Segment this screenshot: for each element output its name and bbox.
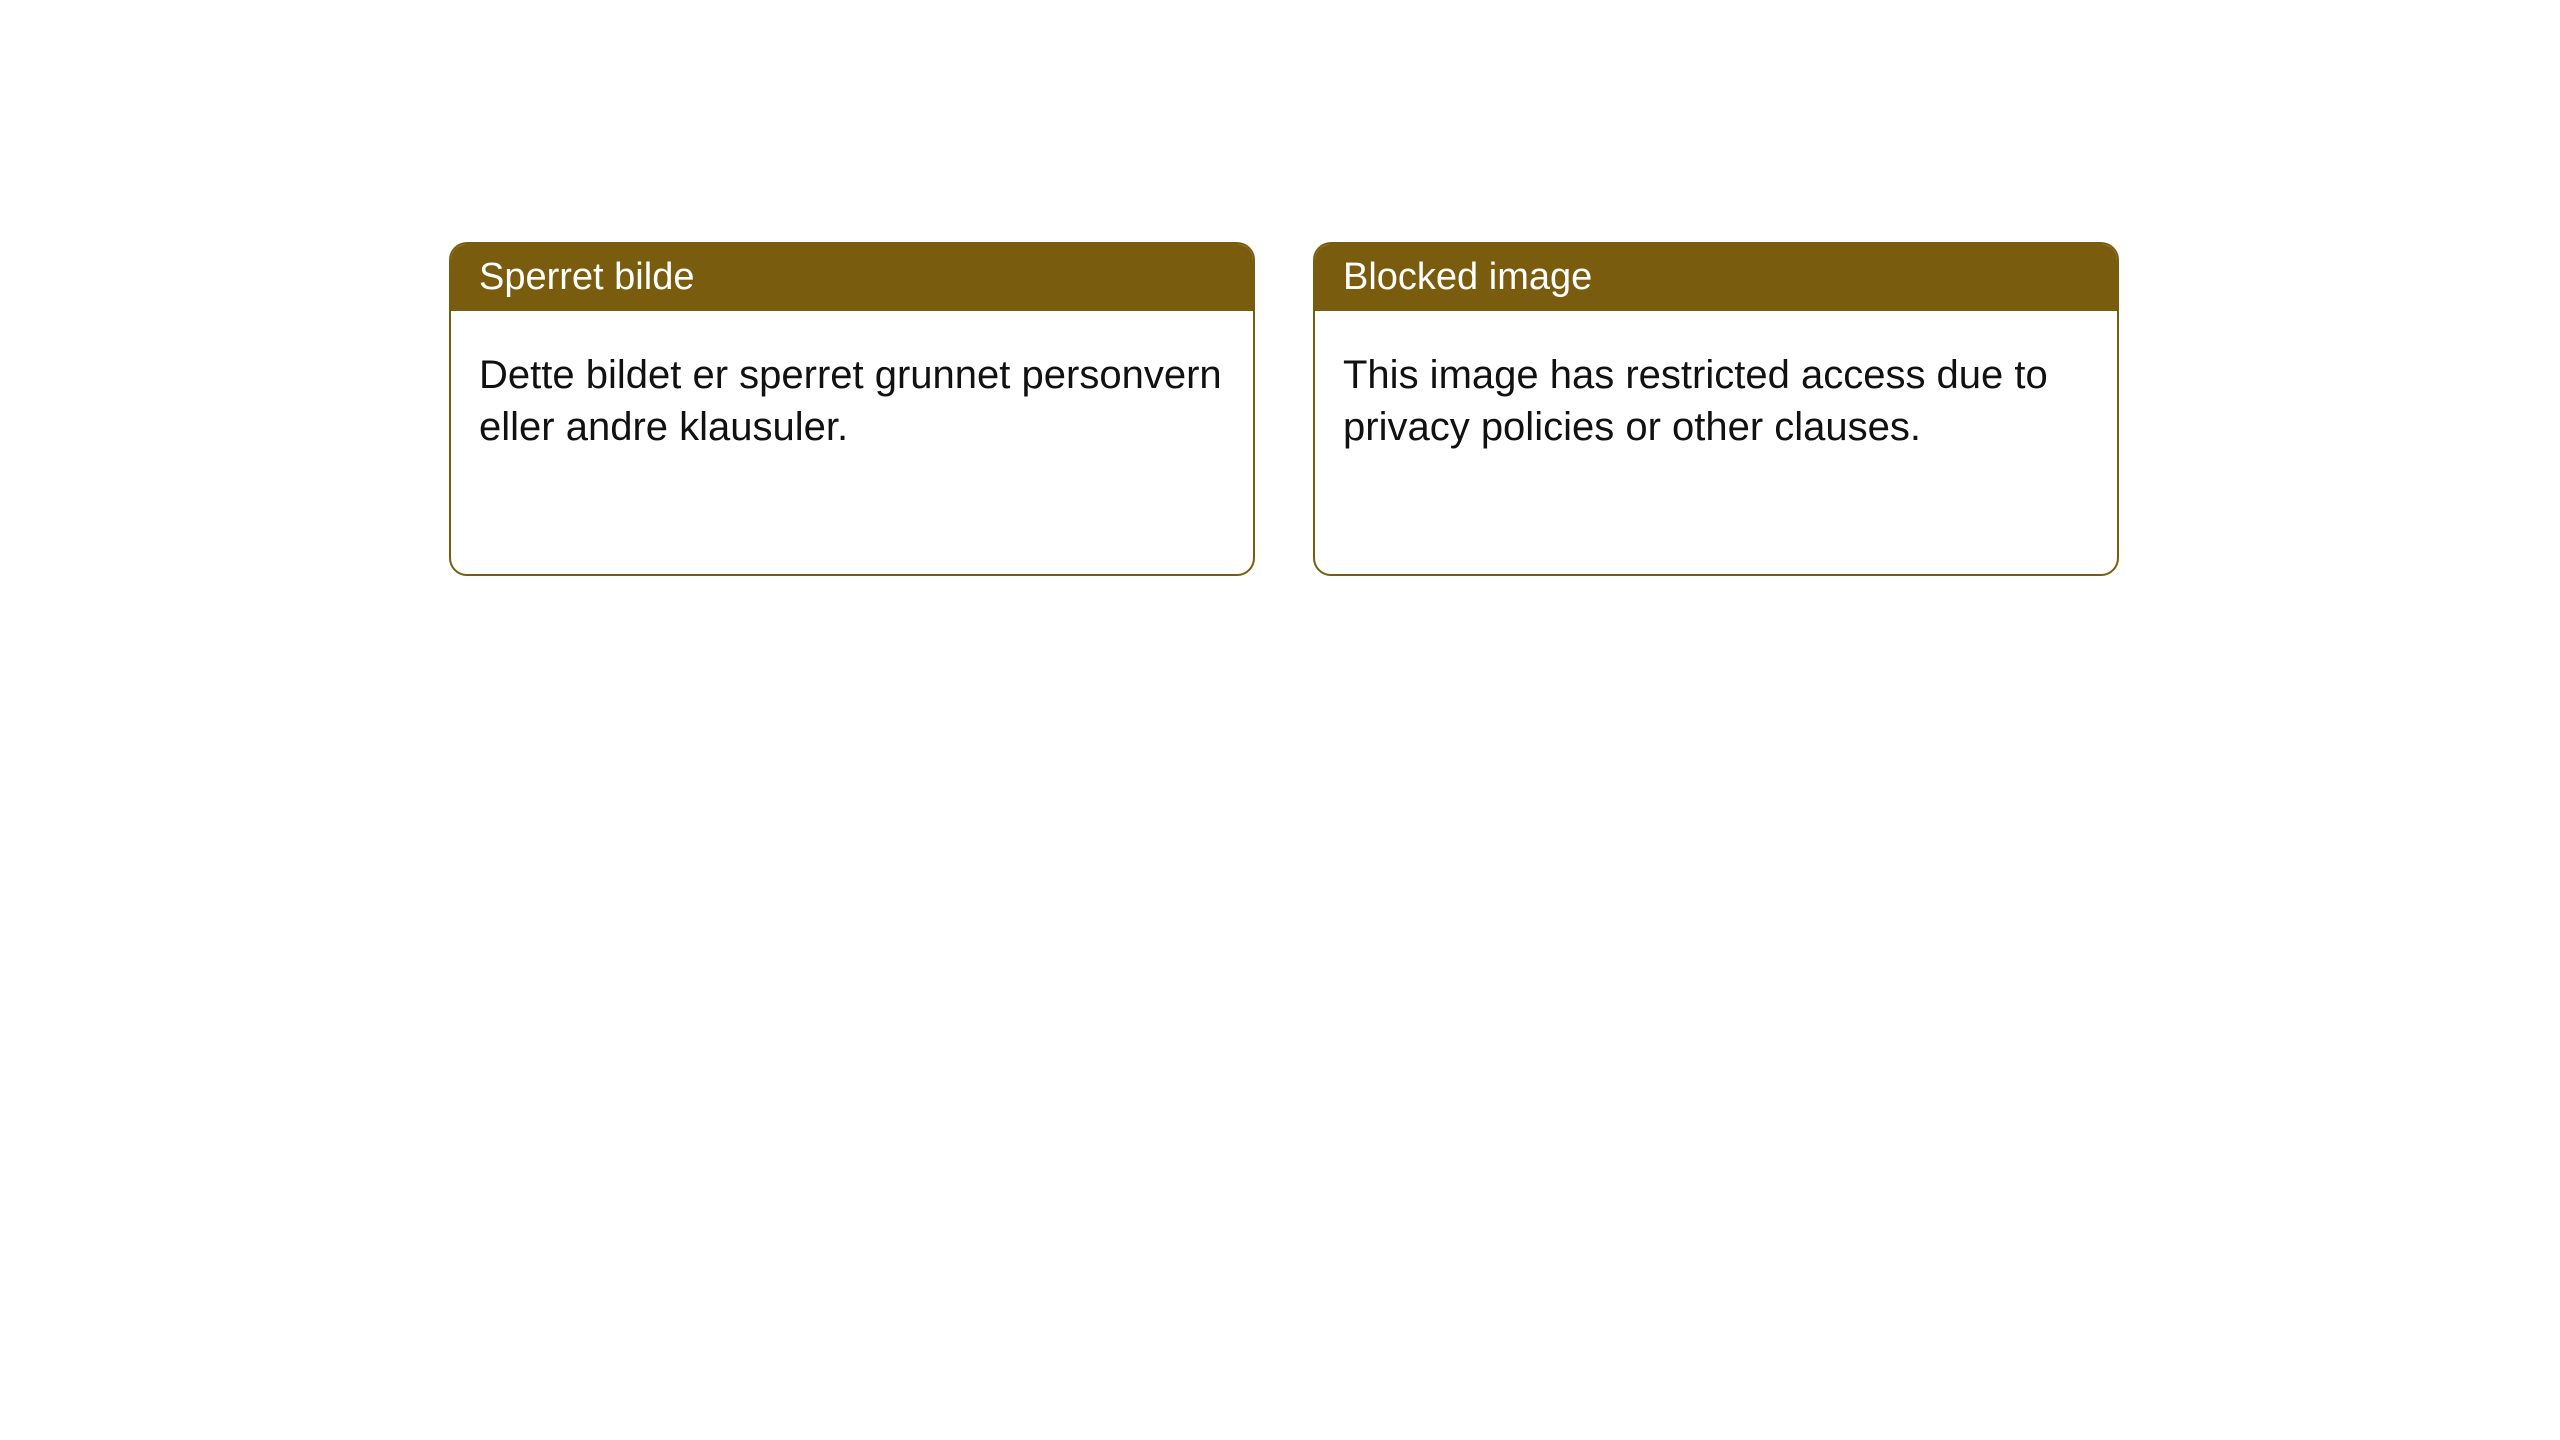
notice-title: Sperret bilde (451, 244, 1253, 311)
notice-card-english: Blocked image This image has restricted … (1313, 242, 2119, 576)
notice-body: Dette bildet er sperret grunnet personve… (451, 311, 1253, 491)
notice-card-norwegian: Sperret bilde Dette bildet er sperret gr… (449, 242, 1255, 576)
notice-panel: Sperret bilde Dette bildet er sperret gr… (0, 0, 2560, 576)
notice-title: Blocked image (1315, 244, 2117, 311)
notice-body: This image has restricted access due to … (1315, 311, 2117, 491)
